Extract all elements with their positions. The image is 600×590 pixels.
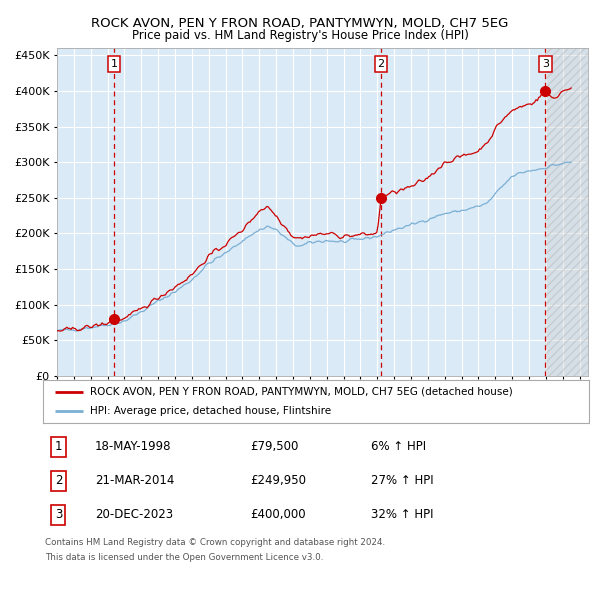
Text: 6% ↑ HPI: 6% ↑ HPI: [371, 440, 426, 453]
Text: 27% ↑ HPI: 27% ↑ HPI: [371, 474, 433, 487]
Text: 21-MAR-2014: 21-MAR-2014: [95, 474, 175, 487]
Text: £400,000: £400,000: [251, 509, 307, 522]
Text: This data is licensed under the Open Government Licence v3.0.: This data is licensed under the Open Gov…: [45, 553, 323, 562]
Text: ROCK AVON, PEN Y FRON ROAD, PANTYMWYN, MOLD, CH7 5EG: ROCK AVON, PEN Y FRON ROAD, PANTYMWYN, M…: [91, 17, 509, 30]
Text: ROCK AVON, PEN Y FRON ROAD, PANTYMWYN, MOLD, CH7 5EG (detached house): ROCK AVON, PEN Y FRON ROAD, PANTYMWYN, M…: [89, 386, 512, 396]
Text: 18-MAY-1998: 18-MAY-1998: [95, 440, 172, 453]
Text: 32% ↑ HPI: 32% ↑ HPI: [371, 509, 433, 522]
Text: 3: 3: [542, 59, 549, 69]
Text: 20-DEC-2023: 20-DEC-2023: [95, 509, 173, 522]
Text: HPI: Average price, detached house, Flintshire: HPI: Average price, detached house, Flin…: [89, 407, 331, 417]
Text: £249,950: £249,950: [251, 474, 307, 487]
Text: 2: 2: [55, 474, 62, 487]
Text: £79,500: £79,500: [251, 440, 299, 453]
Text: Price paid vs. HM Land Registry's House Price Index (HPI): Price paid vs. HM Land Registry's House …: [131, 30, 469, 42]
Text: 1: 1: [55, 440, 62, 453]
Text: 2: 2: [377, 59, 385, 69]
Bar: [545, 48, 600, 376]
Text: 3: 3: [55, 509, 62, 522]
Text: 1: 1: [110, 59, 118, 69]
Text: Contains HM Land Registry data © Crown copyright and database right 2024.: Contains HM Land Registry data © Crown c…: [45, 538, 385, 547]
